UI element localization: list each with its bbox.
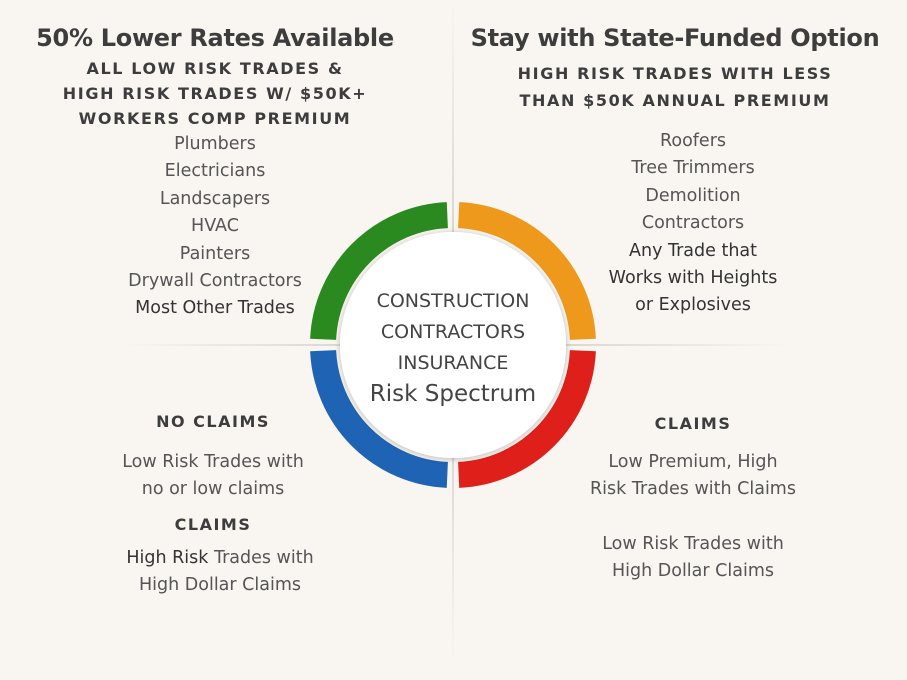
no-claims-heading: NO CLAIMS — [156, 412, 270, 431]
text-line: Risk Trades with Claims — [590, 479, 796, 500]
list-item: or Explosives — [635, 295, 751, 316]
text-line: Low Risk Trades with — [122, 452, 304, 472]
list-item: Painters — [179, 243, 251, 264]
bottom-left-text1: Low Risk Trades with no or low claims — [122, 449, 304, 504]
emphasis-text: High Risk — [126, 548, 209, 568]
text-line: Low Premium, High — [608, 452, 778, 472]
center-line: CONTRACTORS — [380, 321, 526, 343]
text-line: Trades with — [208, 548, 314, 568]
subtitle-line: ALL LOW RISK TRADES & — [86, 59, 344, 78]
center-label: CONSTRUCTION CONTRACTORS INSURANCE Risk … — [370, 286, 536, 410]
center-line: CONSTRUCTION — [376, 290, 530, 312]
list-item: Drywall Contractors — [128, 271, 302, 292]
list-item: Demolition — [645, 185, 741, 206]
list-item: HVAC — [191, 216, 239, 237]
subtitle-line: HIGH RISK TRADES W/ $50K+ — [62, 84, 368, 103]
center-highlight: Risk Spectrum — [369, 381, 537, 407]
list-item: Works with Heights — [608, 268, 778, 289]
text-line: High Dollar Claims — [138, 575, 302, 596]
ring-segment-red — [457, 349, 596, 488]
top-right-list: Roofers Tree Trimmers Demolition Contrac… — [609, 128, 778, 320]
list-item: Roofers — [659, 131, 727, 151]
bottom-right-text1: Low Premium, High Risk Trades with Claim… — [590, 449, 796, 504]
list-item: Contractors — [641, 213, 745, 234]
list-item: Tree Trimmers — [631, 158, 755, 179]
bottom-right-text2: Low Risk Trades with High Dollar Claims — [602, 531, 784, 586]
top-right-title: Stay with State-Funded Option — [470, 24, 880, 52]
ring-segment-orange — [457, 202, 596, 341]
claims-heading: CLAIMS — [174, 515, 252, 534]
top-left-subtitle: ALL LOW RISK TRADES & HIGH RISK TRADES W… — [63, 56, 367, 131]
list-item: Plumbers — [174, 134, 256, 154]
top-left-title: 50% Lower Rates Available — [36, 24, 394, 52]
subtitle-line: WORKERS COMP PREMIUM — [78, 109, 352, 128]
bottom-left-text2: High Risk Trades with High Dollar Claims — [126, 545, 313, 600]
list-item: Most Other Trades — [135, 298, 295, 319]
center-circle — [340, 232, 566, 458]
claims-heading: CLAIMS — [654, 414, 732, 433]
list-item: Landscapers — [159, 188, 271, 209]
list-item: Any Trade that — [629, 240, 757, 261]
subtitle-line: THAN $50K ANNUAL PREMIUM — [519, 91, 831, 110]
list-item: Electricians — [164, 161, 266, 182]
ring-segment-green — [310, 202, 449, 341]
center-line: INSURANCE — [397, 352, 509, 374]
text-line: no or low claims — [141, 479, 285, 500]
subtitle-line: HIGH RISK TRADES WITH LESS — [517, 64, 833, 83]
ring-segment-blue — [310, 349, 449, 488]
text-line: High Dollar Claims — [611, 561, 774, 582]
text-line: Low Risk Trades with — [602, 534, 784, 554]
top-left-list: Plumbers Electricians Landscapers HVAC P… — [128, 131, 302, 323]
top-right-subtitle: HIGH RISK TRADES WITH LESS THAN $50K ANN… — [518, 60, 833, 114]
